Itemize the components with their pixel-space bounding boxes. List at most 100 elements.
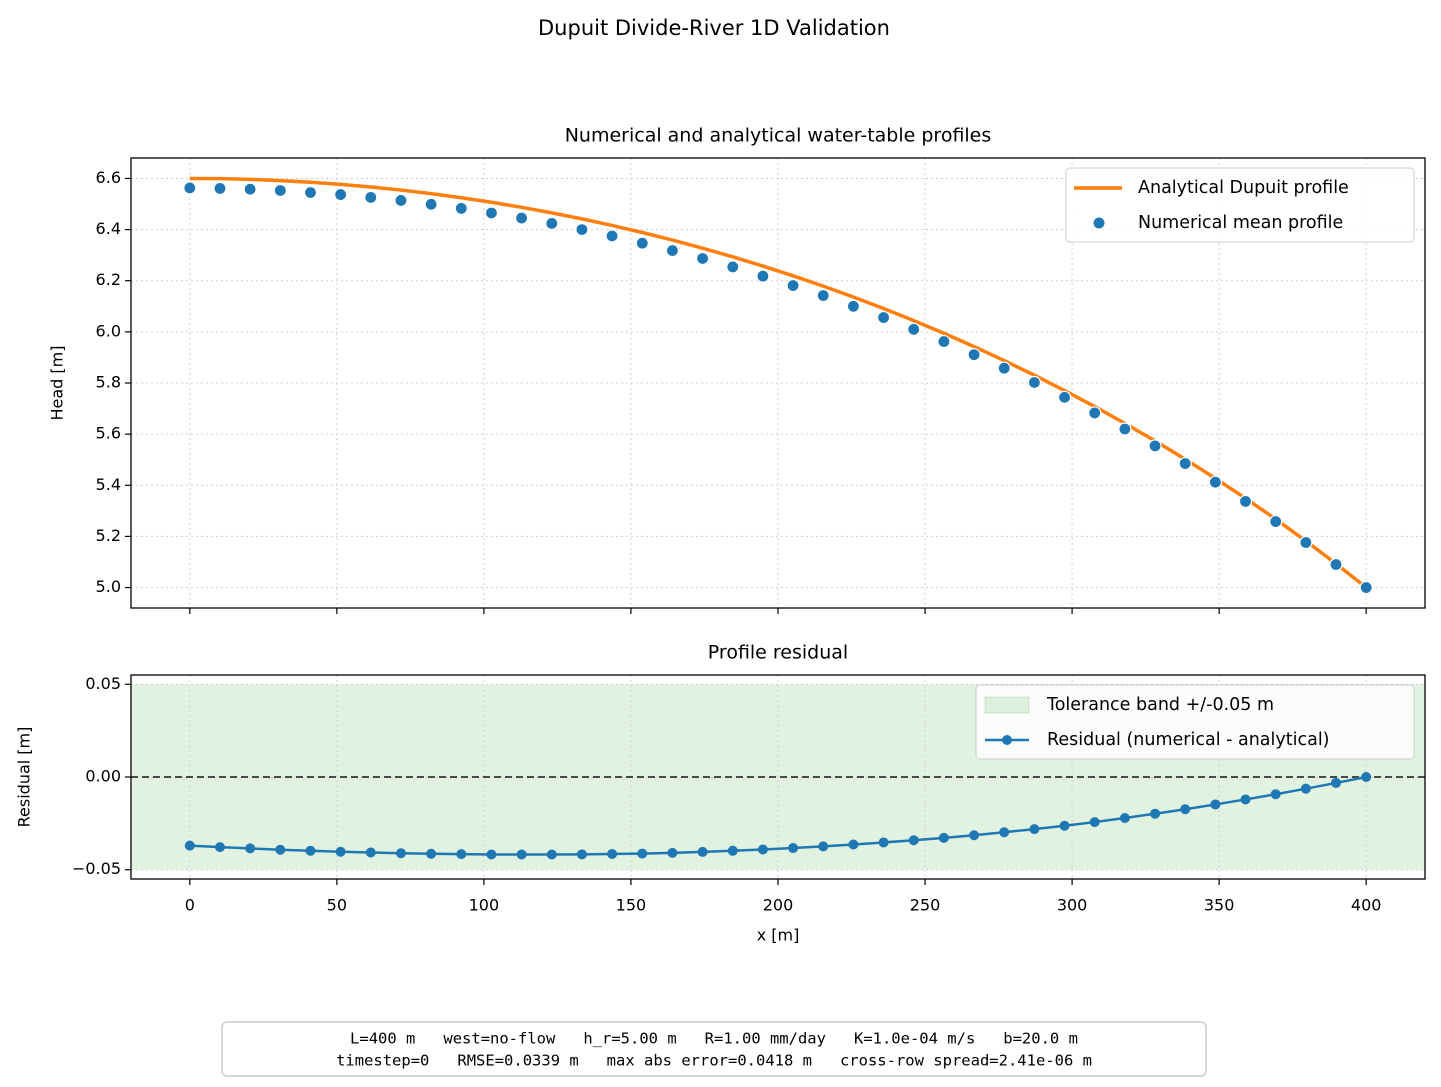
marker: [1270, 789, 1281, 800]
legend-swatch: [984, 696, 1030, 714]
marker: [938, 832, 949, 843]
point: [1178, 456, 1192, 471]
axes-frame: [130, 157, 1426, 609]
point: [937, 334, 951, 349]
legend-label: Tolerance band +/-0.05 m: [1046, 695, 1274, 715]
marker: [697, 846, 708, 857]
x-tick-label: 100: [469, 896, 500, 915]
marker: [878, 837, 889, 848]
legend-swatch: [1092, 216, 1106, 230]
point: [967, 348, 981, 362]
figure-title: Dupuit Divide-River 1D Validation: [538, 16, 890, 40]
marker: [757, 844, 768, 855]
point: [545, 216, 559, 231]
marker: [1029, 824, 1040, 835]
marker: [426, 848, 437, 859]
marker: [1361, 772, 1372, 782]
marker: [335, 846, 346, 857]
marker: [365, 847, 376, 858]
point: [394, 193, 408, 208]
y-tick-label: 6.6: [96, 168, 121, 187]
y-tick-label: 5.4: [96, 475, 121, 494]
point: [484, 206, 499, 220]
point: [1027, 375, 1041, 390]
point: [364, 190, 378, 204]
legend-box: [975, 684, 1415, 760]
y-tick-label: 6.4: [96, 219, 121, 238]
marker: [637, 848, 648, 859]
marker: [727, 845, 738, 856]
y-tick-label: 5.6: [96, 424, 121, 443]
marker: [607, 848, 618, 859]
marker: [908, 835, 919, 846]
point: [1148, 439, 1162, 453]
marker: [516, 849, 527, 860]
x-tick-label: 200: [763, 896, 794, 915]
x-tick-label: 50: [327, 896, 347, 915]
annotation-box: [221, 1021, 1207, 1077]
y-tick-label: −0.05: [72, 859, 121, 878]
point: [1088, 406, 1102, 420]
subplot-title: Profile residual: [708, 642, 848, 664]
marker: [486, 849, 497, 860]
point: [1359, 580, 1373, 595]
line: [189, 775, 1367, 856]
point: [876, 310, 891, 325]
marker: [1150, 808, 1161, 819]
point: [454, 201, 468, 215]
point: [243, 182, 257, 196]
x-axis-label: x [m]: [757, 926, 800, 945]
legend-swatch: [1002, 735, 1012, 745]
marker: [184, 840, 195, 851]
marker: [395, 848, 406, 859]
y-axis-label: Head [m]: [48, 346, 67, 421]
marker: [214, 842, 225, 853]
point: [695, 251, 710, 266]
annotation: L=400 m west=no-flow h_r=5.00 m R=1.00 m…: [350, 1030, 1078, 1048]
legend-label: Analytical Dupuit profile: [1138, 178, 1349, 198]
legend-label: Residual (numerical - analytical): [1047, 730, 1330, 750]
point: [183, 181, 197, 195]
point: [907, 322, 921, 336]
marker: [1089, 817, 1100, 828]
point: [665, 243, 680, 258]
marker: [576, 849, 587, 860]
y-tick-label: 5.8: [96, 373, 121, 392]
marker: [818, 841, 829, 852]
legend-label: Numerical mean profile: [1138, 213, 1343, 233]
point: [635, 236, 649, 250]
x-tick-label: 250: [910, 896, 941, 915]
marker: [1300, 783, 1311, 794]
point: [1238, 494, 1253, 508]
point: [213, 181, 227, 196]
annotation: timestep=0 RMSE=0.0339 m max abs error=0…: [336, 1052, 1092, 1070]
y-tick-label: 6.0: [96, 321, 121, 340]
marker: [1210, 799, 1221, 810]
point: [1118, 422, 1132, 436]
axes-frame: [130, 674, 1426, 880]
point: [334, 187, 348, 202]
point: [515, 211, 529, 225]
x-tick-label: 0: [185, 896, 195, 915]
point: [1057, 390, 1072, 404]
marker: [1240, 794, 1251, 805]
point: [726, 260, 740, 274]
point: [816, 288, 830, 303]
marker: [1059, 820, 1070, 831]
point: [997, 361, 1011, 375]
x-tick-label: 150: [616, 896, 647, 915]
marker: [456, 849, 467, 860]
point: [424, 197, 438, 211]
marker: [667, 847, 678, 858]
point: [575, 222, 589, 237]
marker: [969, 830, 980, 841]
marker: [305, 845, 316, 856]
y-tick-label: 0.00: [85, 767, 121, 786]
point: [605, 229, 619, 243]
y-tick-label: 5.0: [96, 577, 121, 596]
marker: [999, 827, 1010, 838]
marker: [788, 843, 799, 854]
point: [273, 183, 287, 198]
point: [1329, 557, 1343, 572]
marker: [245, 843, 256, 854]
